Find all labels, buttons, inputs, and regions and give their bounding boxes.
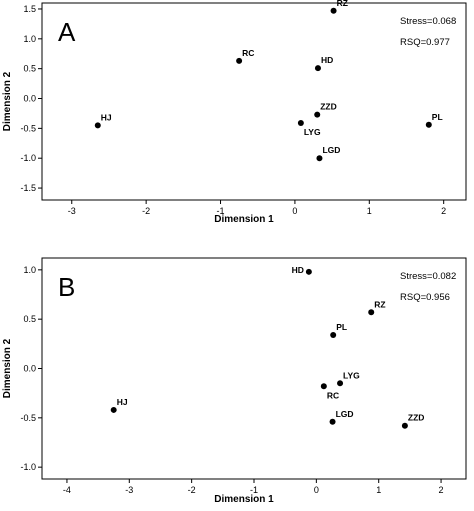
y-tick-label: -1.0: [20, 153, 36, 163]
y-tick-label: 0.5: [23, 314, 36, 324]
y-axis-label: Dimension 2: [2, 71, 13, 131]
x-tick-label: -4: [63, 485, 71, 495]
point-label-hj: HJ: [101, 112, 112, 122]
data-point-rc: [236, 57, 243, 64]
point-label-pl: PL: [336, 322, 347, 332]
x-tick-label: 0: [314, 485, 319, 495]
point-label-hd: HD: [321, 55, 333, 65]
point-label-rc: RC: [327, 390, 339, 400]
data-point-lgd: [316, 155, 323, 162]
y-tick-label: 1.5: [23, 4, 36, 14]
point-label-rz: RZ: [374, 299, 385, 309]
data-point-lyg: [337, 380, 344, 387]
x-tick-label: -1: [217, 206, 225, 216]
data-point-pl: [425, 121, 432, 128]
x-tick-label: -1: [250, 485, 258, 495]
point-label-lgd: LGD: [322, 145, 340, 155]
x-tick-label: -3: [125, 485, 133, 495]
y-tick-label: 0.5: [23, 64, 36, 74]
point-label-lyg: LYG: [304, 127, 321, 137]
data-point-hj: [110, 406, 117, 413]
panel-a: -3 -2 -1 0 1 2 1.5 1.0 0.5 0.0 -0.5 -1.0 -1.5 Dimensi…: [2, 0, 467, 225]
x-tick-label: 1: [376, 485, 381, 495]
stat-text: RSQ=0.956: [400, 292, 450, 303]
stat-text: Stress=0.082: [400, 271, 456, 282]
y-tick-label: 1.0: [23, 265, 36, 275]
x-tick-label: -3: [68, 206, 76, 216]
y-tick-label: 0.0: [23, 94, 36, 104]
point-label-hj: HJ: [117, 397, 128, 407]
data-point-pl: [330, 331, 337, 338]
x-tick-label: -2: [142, 206, 150, 216]
point-label-rz: RZ: [337, 0, 348, 8]
data-point-rz: [368, 309, 375, 316]
y-tick-label: -0.5: [20, 123, 36, 133]
data-point-hj: [94, 122, 101, 129]
x-tick-label: 1: [367, 206, 372, 216]
stat-text: RSQ=0.977: [400, 37, 450, 48]
data-point-zzd: [401, 422, 408, 429]
data-point-rc: [320, 383, 327, 390]
point-label-lyg: LYG: [343, 370, 360, 380]
data-point-hd: [314, 65, 321, 72]
data-point-rz: [330, 7, 337, 14]
data-point-lgd: [329, 418, 336, 425]
panel-b: -4 -3 -2 -1 0 1 2 1.0 0.5 0.0 -0.5 -1.0 Dimension 1 D…: [2, 257, 467, 505]
plot-frame: [41, 2, 467, 201]
y-tick-label: 0.0: [23, 364, 36, 374]
y-tick-label: 1.0: [23, 34, 36, 44]
panel-letter: B: [58, 272, 75, 302]
x-tick-label: 2: [439, 485, 444, 495]
point-label-lgd: LGD: [336, 409, 354, 419]
point-label-pl: PL: [432, 112, 443, 122]
panel-letter: A: [58, 17, 76, 47]
data-point-lyg: [297, 119, 304, 126]
point-label-zzd: ZZD: [408, 413, 425, 423]
stat-text: Stress=0.068: [400, 16, 456, 27]
x-axis-label: Dimension 1: [214, 214, 274, 225]
y-tick-label: -0.5: [20, 413, 36, 423]
data-point-hd: [305, 268, 312, 275]
y-axis-label: Dimension 2: [2, 338, 13, 398]
x-tick-label: 0: [292, 206, 297, 216]
y-tick-label: -1.0: [20, 462, 36, 472]
data-point-zzd: [314, 111, 321, 118]
x-tick-label: -2: [188, 485, 196, 495]
point-label-rc: RC: [242, 48, 254, 58]
point-label-zzd: ZZD: [320, 102, 337, 112]
y-tick-label: -1.5: [20, 183, 36, 193]
point-label-hd: HD: [292, 265, 304, 275]
x-tick-label: 2: [441, 206, 446, 216]
x-axis-label: Dimension 1: [214, 494, 274, 505]
